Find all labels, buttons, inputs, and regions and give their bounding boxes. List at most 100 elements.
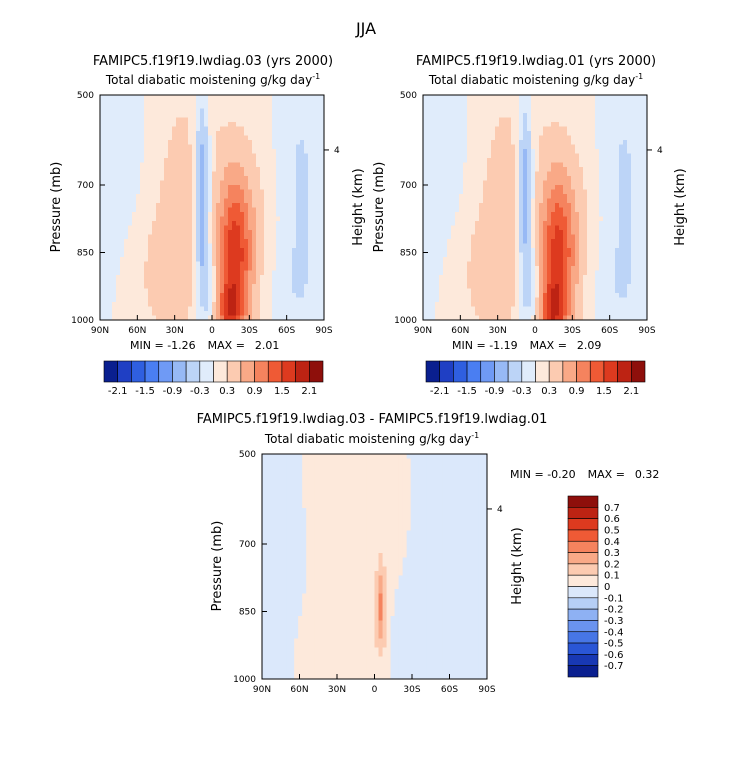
field-cell (515, 207, 520, 213)
field-cell (591, 230, 596, 236)
field-cell (112, 293, 117, 299)
field-cell (539, 239, 544, 245)
field-cell (240, 234, 245, 240)
field-cell (152, 311, 157, 317)
field-cell (116, 297, 121, 303)
field-cell (463, 230, 468, 236)
field-cell (116, 185, 121, 191)
field-cell (563, 207, 568, 213)
field-cell (312, 176, 317, 182)
field-cell (320, 234, 324, 240)
field-cell (148, 234, 153, 240)
field-cell (160, 221, 165, 227)
field-cell (551, 198, 556, 204)
field-cell (495, 113, 500, 119)
field-cell (280, 131, 285, 137)
field-cell (168, 252, 173, 258)
field-cell (615, 135, 620, 141)
field-cell (503, 203, 508, 209)
field-cell (192, 275, 197, 281)
field-cell (599, 198, 604, 204)
field-cell (272, 171, 277, 177)
field-cell (188, 315, 193, 320)
field-cell (423, 171, 428, 177)
field-cell (316, 189, 321, 195)
field-cell (200, 257, 205, 263)
field-cell (567, 176, 572, 182)
field-cell (292, 135, 297, 141)
field-cell (447, 180, 452, 186)
field-cell (116, 279, 121, 285)
field-cell (120, 212, 125, 218)
field-cell (643, 122, 647, 128)
field-cell (236, 315, 241, 320)
field-cell (132, 275, 137, 281)
field-cell (156, 212, 161, 218)
field-cell (547, 176, 552, 182)
field-cell (559, 108, 564, 114)
field-cell (475, 122, 480, 128)
field-cell (300, 122, 305, 128)
field-cell (623, 194, 628, 200)
field-cell (615, 185, 620, 191)
field-cell (152, 113, 157, 119)
field-cell (300, 315, 305, 320)
field-cell (204, 171, 209, 177)
field-cell (495, 180, 500, 186)
x-tick-label: 90N (91, 326, 109, 336)
field-cell (603, 198, 608, 204)
field-cell (172, 248, 177, 254)
field-cell (268, 216, 273, 222)
field-cell (248, 117, 253, 123)
field-cell (136, 302, 141, 308)
field-cell (431, 108, 436, 114)
field-cell (431, 113, 436, 119)
field-cell (571, 203, 576, 209)
field-cell (467, 167, 472, 173)
field-cell (495, 176, 500, 182)
field-cell (312, 207, 317, 213)
field-cell (539, 207, 544, 213)
field-cell (427, 122, 432, 128)
field-cell (308, 297, 313, 303)
field-cell (623, 149, 628, 155)
field-cell (192, 140, 197, 146)
field-cell (635, 153, 640, 159)
field-cell (104, 117, 109, 123)
field-cell (300, 140, 305, 146)
field-cell (264, 207, 269, 213)
field-cell (531, 239, 536, 245)
field-cell (499, 144, 504, 150)
field-cell (447, 203, 452, 209)
field-cell (507, 216, 512, 222)
field-cell (304, 189, 309, 195)
field-cell (184, 162, 189, 168)
field-cell (208, 194, 213, 200)
field-cell (100, 266, 105, 272)
field-cell (583, 131, 588, 137)
field-cell (264, 284, 269, 290)
field-cell (132, 149, 137, 155)
field-cell (204, 153, 209, 159)
field-cell (228, 230, 233, 236)
field-cell (427, 185, 432, 191)
panel-2-subtitle: Total diabatic moistening g/kg day-1 (428, 72, 643, 87)
field-cell (639, 108, 644, 114)
field-cell (535, 243, 540, 249)
panel-1-ylabel: Pressure (mb) (49, 162, 64, 253)
field-cell (288, 302, 293, 308)
field-cell (168, 221, 173, 227)
field-cell (184, 117, 189, 123)
field-cell (475, 212, 480, 218)
field-cell (300, 104, 305, 110)
field-cell (268, 122, 273, 128)
field-cell (268, 243, 273, 249)
field-cell (116, 243, 121, 249)
field-cell (248, 297, 253, 303)
figure-title: JJA (355, 19, 376, 38)
field-cell (547, 243, 552, 249)
field-cell (140, 198, 145, 204)
field-cell (256, 297, 261, 303)
field-cell (619, 135, 624, 141)
field-cell (232, 293, 237, 299)
